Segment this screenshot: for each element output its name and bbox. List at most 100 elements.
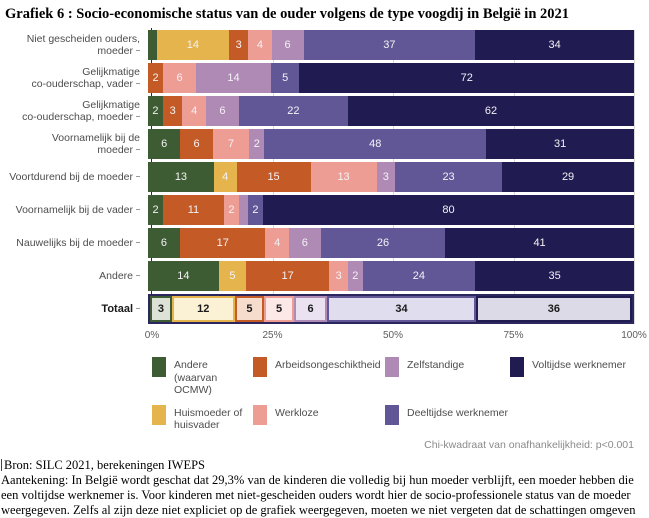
bar-segment: 48	[264, 129, 487, 159]
segment-value: 17	[281, 270, 294, 282]
legend-swatch-icon	[253, 357, 267, 377]
chart-row: Totaal 3 12 5 5 6 34 36	[0, 294, 649, 324]
bar-segment: 14	[196, 63, 271, 93]
chart-row: Gelijkmatige co-ouderschap, vader 2 6 14 5 72	[0, 63, 649, 93]
segment-value: 14	[177, 270, 190, 282]
segment-value: 6	[219, 105, 226, 117]
segment-value: 3	[169, 105, 176, 117]
chart-row: Voornamelijk bij de moeder 6 6 7 2 48 31	[0, 129, 649, 159]
legend-label: Zelfstandige	[407, 359, 465, 371]
bar-segment: 4	[213, 162, 237, 192]
category-label: Nauwelijks bij de moeder	[0, 237, 144, 249]
stacked-bar: 6 17 4 6 26 41	[148, 228, 635, 258]
bar-segment: 6	[288, 228, 321, 258]
bar-segment: 2	[249, 129, 265, 159]
category-label: Voornamelijk bij de moeder	[0, 132, 144, 156]
bar-segment: 6	[163, 63, 197, 93]
source-text: Bron: SILC 2021, berekeningen IWEPS	[4, 457, 206, 472]
bar-segment: 6	[271, 30, 304, 60]
segment-value: 14	[227, 72, 240, 84]
segment-value: 3	[157, 303, 164, 315]
bar-segment: 35	[475, 261, 635, 291]
segment-value: 6	[301, 237, 308, 249]
segment-value: 3	[335, 270, 342, 282]
segment-value: 36	[547, 303, 560, 315]
bar-segment: 26	[320, 228, 446, 258]
plot-area: Niet gescheiden ouders, moeder 14 3 4 6 37 34 G…	[0, 28, 649, 324]
segment-value: 6	[193, 138, 200, 150]
segment-value: 6	[160, 237, 168, 249]
bar-segment: 3	[376, 162, 395, 192]
x-axis: 0% 25% 50% 75% 100%	[0, 328, 649, 345]
bar-segment: 15	[236, 162, 311, 192]
segment-value: 34	[395, 303, 408, 315]
bar-segment: 72	[299, 63, 634, 93]
segment-value: 4	[222, 171, 229, 183]
category-label: Totaal	[0, 303, 144, 316]
category-label: Gelijkmatige co-ouderschap, vader	[0, 66, 144, 90]
bar-segment: 2	[148, 63, 164, 93]
bar-segment: 6	[206, 96, 239, 126]
chart-row: Niet gescheiden ouders, moeder 14 3 4 6 37 34	[0, 30, 649, 60]
segment-value: 3	[382, 171, 389, 183]
footer: Bron: SILC 2021, berekeningen IWEPS Aant…	[0, 458, 649, 518]
segment-value: 2	[152, 72, 159, 84]
bar-segment: 7	[212, 129, 250, 159]
stacked-bar: 3 12 5 5 6 34 36	[148, 294, 634, 324]
bar-segment: 36	[475, 296, 632, 322]
bar-segment: 4	[182, 96, 207, 126]
segment-value: 2	[252, 204, 259, 216]
bar-segment: 4	[248, 30, 272, 60]
legend-item: Andere (waarvan OCMW)	[152, 357, 253, 397]
bar-segment: 34	[475, 30, 635, 60]
bar-segment: 62	[348, 96, 634, 126]
annotation-text: Aantekening: In België wordt geschat dat…	[1, 472, 636, 518]
bar-segment: 29	[502, 162, 634, 192]
legend-item: Arbeidsongeschiktheid	[253, 357, 385, 397]
bar-segment: 5	[270, 63, 300, 93]
segment-value: 41	[533, 237, 546, 249]
bar-segment: 41	[445, 228, 635, 258]
bar-segment: 80	[263, 195, 634, 225]
legend-swatch-icon	[385, 404, 399, 425]
segment-value: 6	[284, 39, 291, 51]
legend-item: Deeltijdse werknemer	[385, 404, 510, 432]
x-axis-tick: 100%	[621, 330, 647, 341]
segment-value: 4	[274, 237, 281, 249]
segment-value: 12	[197, 303, 210, 315]
segment-value: 23	[442, 171, 455, 183]
bar-segment: 22	[238, 96, 349, 126]
bar-segment: 24	[362, 261, 476, 291]
x-axis-tick: 0%	[144, 330, 160, 341]
segment-value: 6	[161, 138, 168, 150]
segment-value: 4	[256, 39, 263, 51]
legend-item: Huismoeder of huisvader	[152, 404, 253, 432]
bar-segment	[238, 195, 248, 225]
segment-value: 5	[229, 270, 236, 282]
bar-segment: 3	[329, 261, 349, 291]
chart-row: Voortdurend bij de moeder 13 4 15 13 3 23 29	[0, 162, 649, 192]
segment-value: 72	[460, 72, 473, 84]
bar-segment: 3	[229, 30, 249, 60]
segment-value: 4	[191, 105, 198, 117]
bar-segment: 12	[171, 296, 235, 322]
segment-value: 2	[228, 204, 235, 216]
legend-item: Werkloze	[253, 404, 385, 432]
chart-row: Andere 14 5 17 3 2 24 35	[0, 261, 649, 291]
x-axis-tick: 75%	[503, 330, 524, 341]
source-line: Bron: SILC 2021, berekeningen IWEPS	[1, 458, 647, 473]
stacked-bar: 2 3 4 6 22 62	[148, 96, 634, 126]
x-axis-tick: 50%	[382, 330, 404, 341]
legend-swatch-icon	[510, 357, 524, 377]
bar-segment: 6	[148, 228, 180, 258]
bar-segment: 2	[148, 195, 164, 225]
segment-value: 5	[275, 303, 283, 315]
segment-value: 14	[186, 39, 200, 51]
segment-value: 80	[442, 204, 455, 216]
stacked-bar: 13 4 15 13 3 23 29	[148, 162, 634, 192]
legend-label: Arbeidsongeschiktheid	[275, 359, 381, 371]
legend: Andere (waarvan OCMW) Huismoeder of huisv…	[152, 357, 649, 432]
segment-value: 2	[152, 204, 159, 216]
bar-segment: 2	[247, 195, 263, 225]
category-label: Niet gescheiden ouders, moeder	[0, 33, 144, 57]
